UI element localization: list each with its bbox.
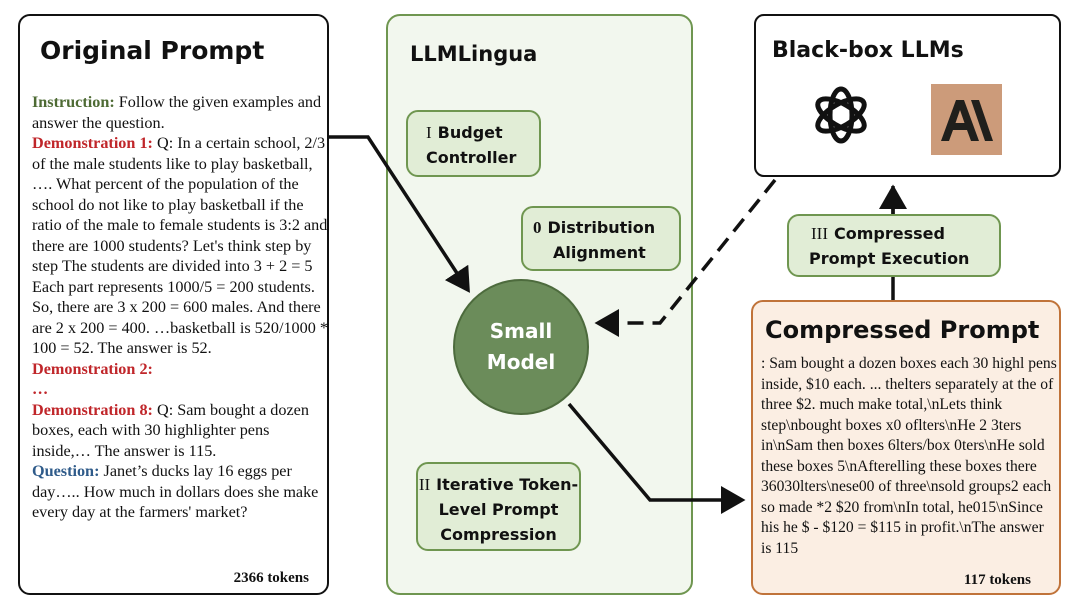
ellipsis: … bbox=[32, 380, 49, 398]
iterative-compression-box: II Iterative Token- Level Prompt Compress… bbox=[416, 462, 581, 551]
compressed-token-count: 117 tokens bbox=[963, 572, 1031, 588]
arrow-llm-to-model-dashed bbox=[594, 178, 777, 337]
original-token-count: 2366 tokens bbox=[233, 570, 309, 586]
step-number: III bbox=[811, 224, 828, 243]
instruction-label: Instruction: bbox=[32, 93, 115, 111]
execution-label2: Prompt Execution bbox=[809, 249, 970, 268]
step-number: I bbox=[426, 123, 432, 142]
execution-label1: Compressed bbox=[833, 224, 945, 243]
step-number: II bbox=[418, 475, 431, 494]
blackbox-llms-panel: Black-box LLMs bbox=[754, 14, 1061, 177]
question-label: Question: bbox=[32, 462, 100, 480]
openai-logo-icon bbox=[815, 86, 867, 144]
arrow-model-to-compressed bbox=[567, 402, 746, 514]
demo1-label: Demonstration 1: bbox=[32, 134, 153, 152]
iterative-label1: Iterative Token- bbox=[436, 475, 579, 494]
small-model-node: Small Model bbox=[453, 279, 589, 415]
iterative-label2: Level Prompt bbox=[438, 500, 559, 519]
arrow-original-to-model bbox=[329, 135, 470, 293]
budget-controller-label: Budget Controller bbox=[426, 123, 517, 167]
original-prompt-panel: Original Prompt Instruction: Follow the … bbox=[18, 14, 329, 595]
iterative-label3: Compression bbox=[440, 525, 557, 544]
llmlingua-title: LLMLingua bbox=[410, 42, 538, 66]
anthropic-logo-icon bbox=[931, 84, 1002, 155]
budget-controller-box: I Budget Controller bbox=[406, 110, 541, 177]
alignment-label: Alignment bbox=[553, 243, 646, 262]
original-prompt-text: Instruction: Follow the given examples a… bbox=[32, 92, 328, 523]
blackbox-title: Black-box LLMs bbox=[772, 38, 964, 63]
demo8-label: Demonstration 8: bbox=[32, 400, 153, 419]
demo1-text: Q: In a certain school, 2/3 of the male … bbox=[32, 134, 328, 357]
demo2-label: Demonstration 2: bbox=[32, 359, 153, 378]
compressed-prompt-title: Compressed Prompt bbox=[765, 316, 1040, 344]
compressed-prompt-execution-box: III Compressed Prompt Execution bbox=[787, 214, 1001, 277]
instruction-text: Follow the given examples and answer the… bbox=[32, 93, 322, 132]
compressed-prompt-panel: Compressed Prompt : Sam bought a dozen b… bbox=[751, 300, 1061, 595]
compressed-prompt-text: : Sam bought a dozen boxes each 30 highl… bbox=[761, 355, 1057, 557]
question-text: Janet’s ducks lay 16 eggs per day….. How… bbox=[32, 462, 319, 521]
step-number: 0 bbox=[533, 218, 542, 237]
original-prompt-title: Original Prompt bbox=[40, 36, 265, 65]
small-model-line2: Model bbox=[486, 350, 556, 374]
small-model-line1: Small bbox=[489, 319, 553, 343]
distribution-alignment-box: 0 Distribution Alignment bbox=[521, 206, 681, 271]
distribution-label: Distribution bbox=[547, 218, 656, 237]
demo8-text: Q: Sam bought a dozen boxes, each with 3… bbox=[32, 400, 309, 460]
